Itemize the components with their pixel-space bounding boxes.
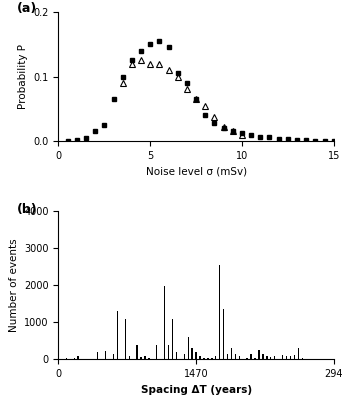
Bar <box>263 354 264 359</box>
Bar <box>286 356 287 359</box>
Bar <box>187 337 188 359</box>
Bar <box>212 358 213 359</box>
Bar <box>195 352 196 359</box>
Bar <box>302 358 303 359</box>
Bar <box>168 344 169 359</box>
Bar <box>105 351 106 359</box>
Bar <box>274 358 275 359</box>
Bar <box>223 309 224 359</box>
Bar <box>200 356 201 359</box>
Bar <box>258 350 259 359</box>
Bar <box>325 356 326 359</box>
Bar <box>156 344 157 359</box>
Bar <box>219 265 220 359</box>
Bar <box>66 358 67 359</box>
Bar <box>184 357 185 359</box>
Bar <box>243 357 244 359</box>
Bar <box>141 357 142 359</box>
X-axis label: Spacing ΔT (years): Spacing ΔT (years) <box>140 385 252 395</box>
Bar <box>78 356 79 359</box>
Bar <box>176 352 177 359</box>
Bar <box>282 355 283 359</box>
Bar <box>164 286 165 359</box>
Bar <box>290 356 291 359</box>
Bar <box>137 344 138 359</box>
X-axis label: Noise level σ (mSv): Noise level σ (mSv) <box>146 166 247 177</box>
Bar <box>235 354 236 359</box>
Bar <box>199 356 200 359</box>
Bar <box>129 356 130 359</box>
Bar <box>270 349 271 359</box>
Bar <box>145 356 146 359</box>
Bar <box>267 356 268 359</box>
Bar <box>192 348 193 359</box>
Bar <box>125 318 126 359</box>
Bar <box>298 348 299 359</box>
Text: (a): (a) <box>17 2 37 15</box>
Bar <box>250 354 251 359</box>
Text: (b): (b) <box>17 203 38 216</box>
Bar <box>207 358 208 359</box>
Bar <box>204 357 205 359</box>
Bar <box>77 356 78 359</box>
Bar <box>211 358 212 359</box>
Bar <box>157 344 158 359</box>
Bar <box>215 346 216 359</box>
Bar <box>227 354 228 359</box>
Y-axis label: Number of events: Number of events <box>9 238 19 332</box>
Bar <box>172 318 173 359</box>
Bar <box>231 348 232 359</box>
Bar <box>144 356 145 359</box>
Bar <box>140 357 141 359</box>
Bar <box>275 358 276 359</box>
Bar <box>148 357 149 359</box>
Bar <box>196 352 197 359</box>
Bar <box>97 352 98 359</box>
Bar <box>294 358 295 359</box>
Bar <box>149 357 150 359</box>
Bar <box>255 358 256 359</box>
Bar <box>188 218 189 359</box>
Bar <box>259 350 260 359</box>
Bar <box>251 354 252 359</box>
Bar <box>247 357 248 359</box>
Bar <box>262 354 263 359</box>
Bar <box>117 311 118 359</box>
Bar <box>74 358 75 359</box>
Y-axis label: Probability P: Probability P <box>18 44 28 109</box>
Bar <box>220 341 221 359</box>
Bar <box>203 357 204 359</box>
Bar <box>113 354 114 359</box>
Bar <box>254 358 255 359</box>
Bar <box>266 356 267 359</box>
